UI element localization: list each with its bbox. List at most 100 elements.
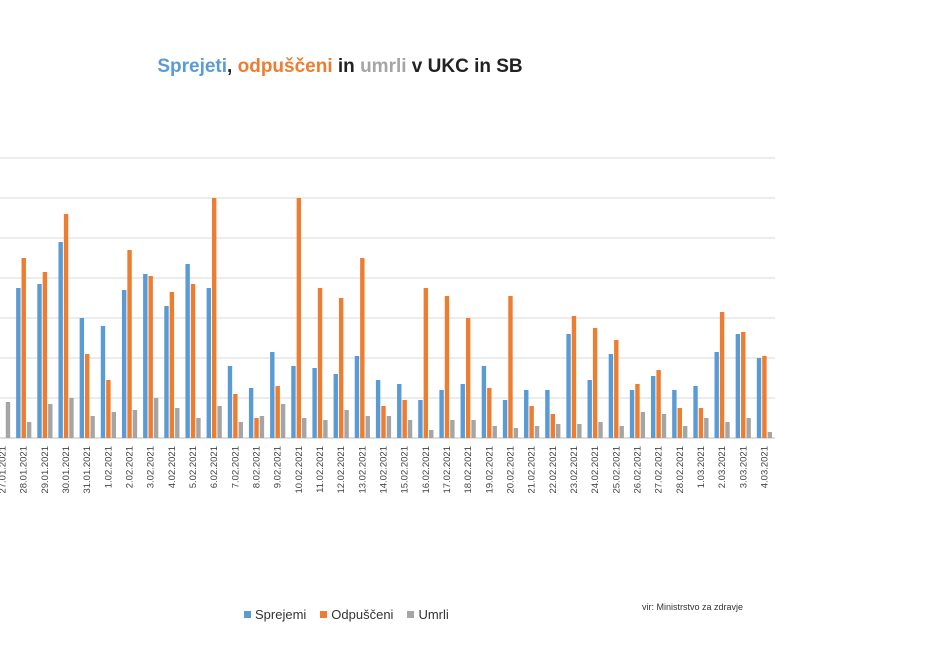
bar-umrli	[323, 420, 328, 438]
chart-title-part: Sprejeti	[157, 56, 228, 77]
x-tick-label: 17.02.2021	[442, 446, 453, 494]
bar-sprejemi	[248, 388, 254, 438]
bar-umrli	[386, 416, 392, 438]
x-tick-label: 29.01.2021	[40, 446, 51, 494]
bar-sprejemi	[524, 390, 529, 438]
bar-umrli	[26, 422, 32, 438]
chart-title-part: v UKC in SB	[406, 56, 523, 77]
bar-umrli	[767, 432, 773, 438]
bar-odpuščeni	[592, 328, 598, 438]
bar-sprejemi	[672, 390, 677, 438]
bar-umrli	[132, 410, 138, 438]
bar-odpuščeni	[444, 296, 450, 438]
bar-umrli	[577, 424, 582, 438]
bar-odpuščeni	[42, 272, 48, 438]
legend-item: Umrli	[407, 607, 449, 622]
bar-umrli	[238, 422, 243, 438]
x-tick-label: 26.02.2021	[632, 446, 643, 494]
bar-umrli	[619, 426, 624, 438]
legend-label: Odpuščeni	[331, 607, 394, 622]
bar-umrli	[344, 410, 349, 438]
bar-sprejemi	[143, 274, 148, 438]
bar-sprejemi	[693, 386, 698, 438]
bar-umrli	[196, 418, 201, 438]
x-tick-label: 19.02.2021	[484, 446, 495, 494]
x-tick-label: 3.02.2021	[146, 446, 157, 488]
bar-sprejemi	[651, 376, 656, 438]
bar-umrli	[682, 426, 688, 438]
x-tick-label: 1.03.2021	[696, 446, 707, 488]
bar-sprejemi	[481, 366, 487, 438]
bar-sprejemi	[735, 334, 741, 438]
bar-sprejemi	[227, 366, 233, 438]
bar-odpuščeni	[127, 250, 132, 438]
x-tick-label: 4.03.2021	[759, 446, 770, 488]
bar-odpuščeni	[550, 414, 555, 438]
x-tick-label: 13.02.2021	[357, 446, 368, 494]
x-tick-label: 25.02.2021	[611, 446, 622, 494]
bar-odpuščeni	[148, 276, 153, 438]
bar-odpuščeni	[529, 406, 534, 438]
x-tick-label: 2.03.2021	[717, 446, 728, 488]
x-tick-label: 28.02.2021	[675, 446, 686, 494]
bar-umrli	[725, 422, 730, 438]
bar-umrli	[450, 420, 455, 438]
x-tick-label: 10.02.2021	[294, 446, 305, 494]
bar-odpuščeni	[698, 408, 704, 438]
bar-odpuščeni	[719, 312, 725, 438]
bar-odpuščeni	[190, 284, 196, 438]
x-tick-label: 24.02.2021	[590, 446, 601, 494]
bar-odpuščeni	[656, 370, 661, 438]
chart-plot: 27.01.2021 28.01.2021 29.01.2021 30.01.2021…	[0, 157, 775, 494]
x-tick-label: 27.02.2021	[654, 446, 665, 494]
x-tick-label: 6.02.2021	[209, 446, 220, 488]
bar-sprejemi	[566, 334, 571, 438]
bar-sprejemi	[354, 356, 360, 438]
x-tick-label: 1.02.2021	[103, 446, 114, 488]
bar-odpuščeni	[169, 292, 175, 438]
bar-umrli	[598, 422, 603, 438]
bar-odpuščeni	[106, 380, 111, 438]
chart-title-part: in	[332, 56, 361, 77]
legend-swatch	[244, 611, 251, 618]
bar-umrli	[492, 426, 497, 438]
bar-umrli	[175, 408, 180, 438]
x-tick-label: 9.02.2021	[273, 446, 284, 488]
x-tick-label: 14.02.2021	[379, 446, 390, 494]
bar-odpuščeni	[423, 288, 429, 438]
x-tick-label: 31.01.2021	[82, 446, 93, 494]
bar-sprejemi	[756, 358, 762, 438]
x-tick-label: 3.03.2021	[738, 446, 749, 488]
bar-sprejemi	[206, 288, 212, 438]
x-tick-label: 30.01.2021	[61, 446, 72, 494]
bar-umrli	[704, 418, 709, 438]
bar-umrli	[555, 424, 561, 438]
legend-swatch	[320, 611, 328, 618]
chart-legend: Sprejemi Odpuščeni Umrli	[244, 607, 449, 622]
bar-umrli	[90, 416, 95, 438]
bar-umrli	[5, 402, 11, 438]
bar-odpuščeni	[635, 384, 640, 438]
bar-umrli	[69, 398, 74, 438]
bar-odpuščeni	[508, 296, 513, 438]
bar-odpuščeni	[317, 288, 323, 438]
bar-sprejemi	[37, 284, 42, 438]
bar-sprejemi	[587, 380, 592, 438]
bar-umrli	[111, 412, 116, 438]
bar-odpuščeni	[296, 198, 302, 438]
bar-odpuščeni	[614, 340, 619, 438]
legend-label: Umrli	[418, 607, 449, 622]
x-tick-label: 28.01.2021	[19, 446, 30, 494]
bar-odpuščeni	[254, 418, 259, 438]
x-tick-label: 22.02.2021	[548, 446, 559, 494]
bar-odpuščeni	[212, 198, 217, 438]
bar-umrli	[153, 398, 159, 438]
x-tick-label: 23.02.2021	[569, 446, 580, 494]
x-tick-label: 18.02.2021	[463, 446, 474, 494]
bar-odpuščeni	[762, 356, 767, 438]
bar-sprejemi	[397, 384, 402, 438]
bar-umrli	[640, 412, 646, 438]
bar-sprejemi	[164, 306, 169, 438]
bar-odpuščeni	[85, 354, 90, 438]
bar-odpuščeni	[63, 214, 69, 438]
